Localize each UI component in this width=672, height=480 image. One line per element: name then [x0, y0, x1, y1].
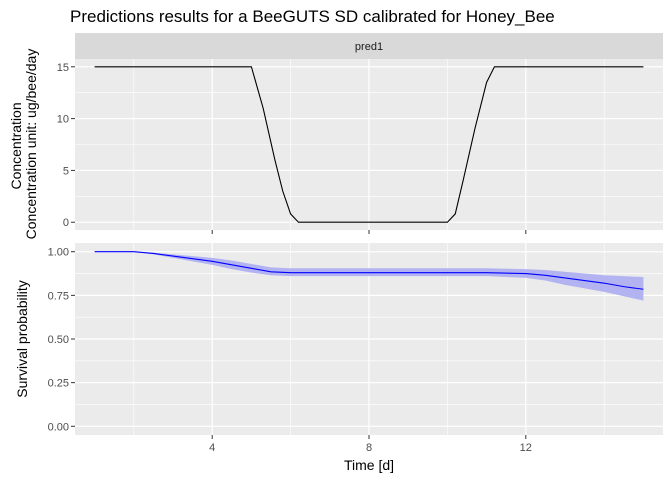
survival-gridlines: [75, 243, 663, 439]
survival-y-tick-label: 0.75: [48, 290, 69, 302]
concentration-y-tick-label: 0: [63, 217, 69, 229]
concentration-series: [94, 66, 644, 223]
survival-credible-band: [94, 251, 644, 301]
survival-y-tick-label: 0.50: [48, 334, 69, 346]
concentration-axis-title-line-1: Concentration: [8, 102, 24, 189]
survival-series: [94, 251, 644, 301]
concentration-line: [94, 66, 644, 223]
concentration-y-tick-label: 15: [57, 62, 69, 74]
survival-y-tick-label: 1.00: [48, 247, 69, 259]
survival-y-tick-label: 0.25: [48, 378, 69, 390]
survival-axis-title: Survival probability: [14, 280, 30, 398]
strip-label: pred1: [355, 41, 383, 53]
x-axis-ticks: 4 8 12: [209, 442, 532, 454]
x-tick-label: 8: [366, 442, 372, 454]
survival-y-tick-label: 0.00: [48, 421, 69, 433]
concentration-y-tick-label: 10: [57, 114, 69, 126]
survival-y-ticks: 0.00 0.25 0.50 0.75 1.00: [48, 247, 75, 433]
x-axis-title: Time [d]: [344, 457, 394, 473]
x-tick-label: 4: [209, 442, 215, 454]
strip-background: [75, 33, 663, 59]
x-tick-label: 12: [520, 442, 532, 454]
concentration-axis-title-line-2: Concentration unit: ug/bee/day: [23, 49, 39, 240]
concentration-y-tick-label: 5: [63, 165, 69, 177]
chart-title: Predictions results for a BeeGUTS SD cal…: [70, 7, 555, 26]
concentration-y-ticks: 0 5 10 15: [57, 62, 75, 229]
survival-line: [94, 251, 644, 290]
concentration-axis-title: Concentration Concentration unit: ug/bee…: [8, 49, 39, 240]
